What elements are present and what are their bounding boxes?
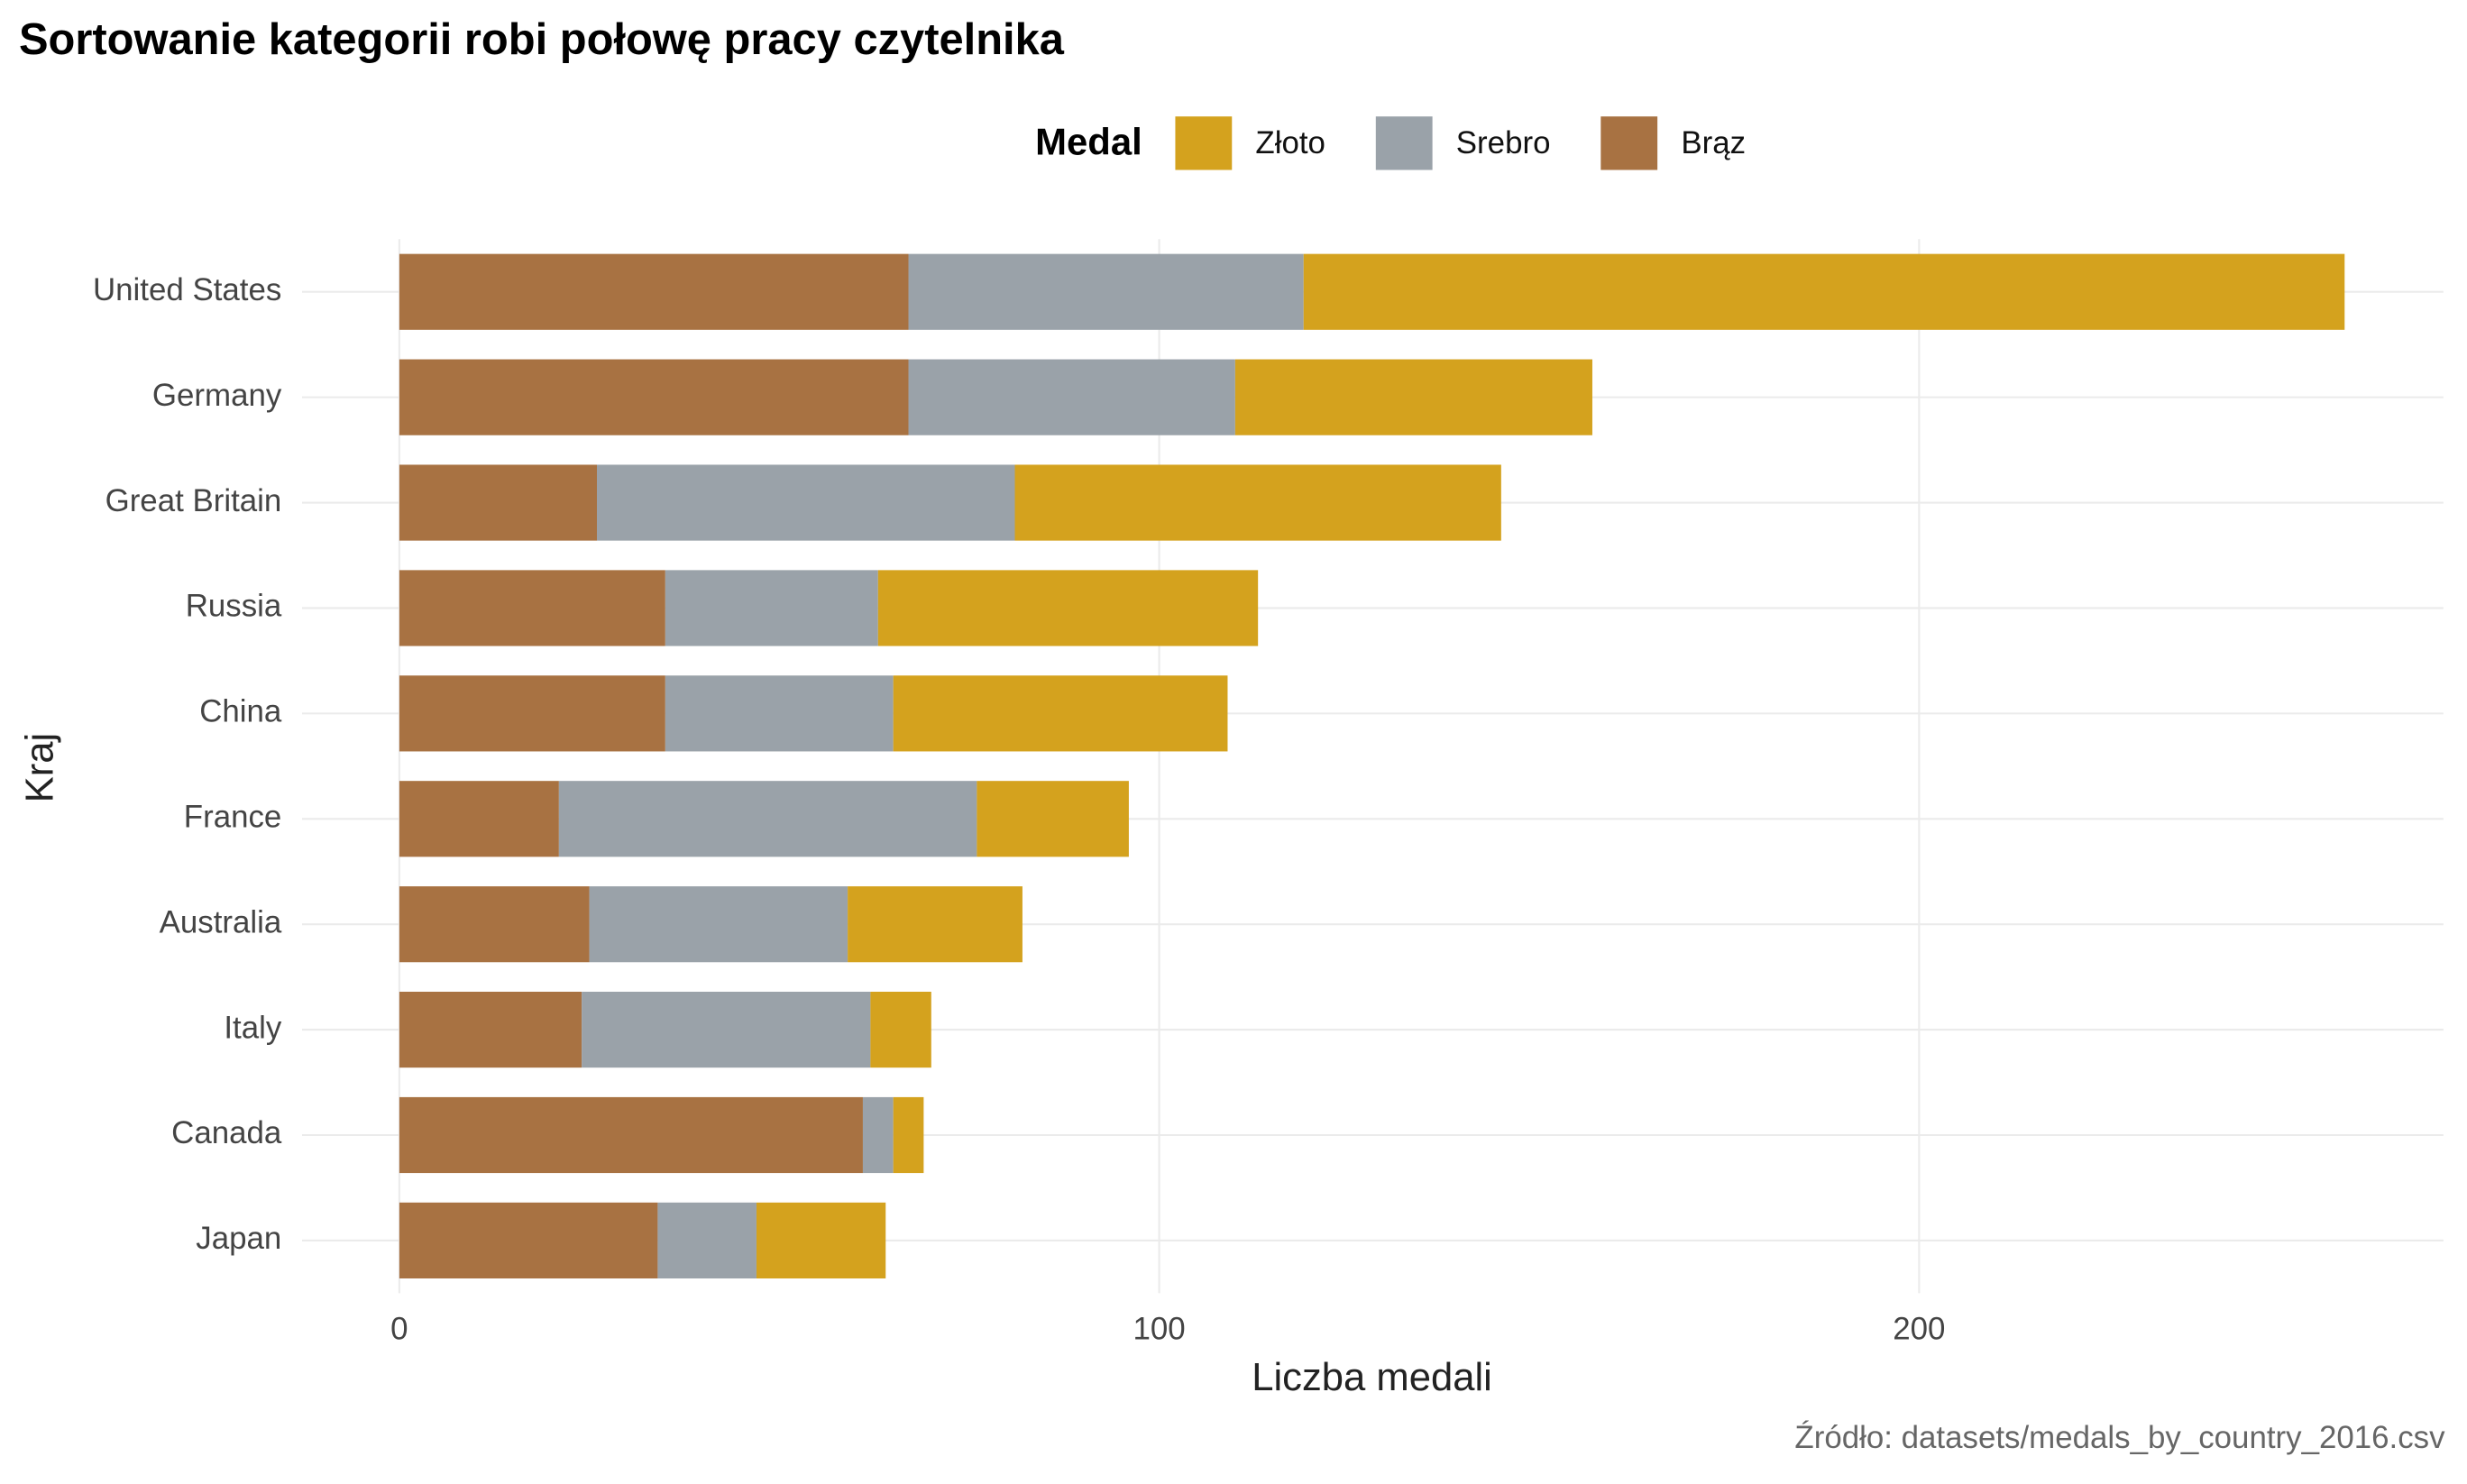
- bar-segment: [399, 1202, 658, 1278]
- legend-swatch: [1175, 116, 1233, 170]
- bar-segment: [977, 781, 1129, 857]
- bar-segment: [1234, 359, 1592, 435]
- bar-segment: [399, 570, 665, 646]
- x-axis-label: Liczba medali: [1252, 1356, 1492, 1399]
- bar-segment: [893, 675, 1228, 752]
- bar-segment: [756, 1202, 886, 1278]
- bar-segment: [399, 464, 597, 541]
- bar-segment: [399, 781, 559, 857]
- y-tick-label: Italy: [224, 1010, 282, 1045]
- bar-segment: [399, 359, 909, 435]
- bar-segment: [908, 359, 1235, 435]
- legend-label: Brąz: [1681, 125, 1746, 160]
- x-tick-label: 100: [1133, 1311, 1186, 1346]
- legend-label: Złoto: [1255, 125, 1325, 160]
- bar-segment: [870, 991, 931, 1068]
- bar-segment: [657, 1202, 757, 1278]
- bar-segment: [558, 781, 977, 857]
- bar-segment: [399, 675, 665, 752]
- x-tick-label: 200: [1893, 1311, 1945, 1346]
- bar-segment: [893, 1096, 924, 1174]
- bar-segment: [596, 464, 1015, 541]
- y-tick-label: Germany: [152, 378, 282, 413]
- bar-segment: [399, 1096, 863, 1174]
- bar-segment: [848, 886, 1023, 963]
- y-tick-label: Australia: [160, 904, 282, 939]
- bar-segment: [1014, 464, 1501, 541]
- y-tick-label: France: [184, 799, 282, 834]
- bar-segment: [399, 253, 909, 330]
- y-tick-label: Japan: [196, 1221, 281, 1256]
- bar-segment: [665, 570, 878, 646]
- bar-segment: [665, 675, 894, 752]
- bar-segment: [399, 991, 582, 1068]
- legend-label: Srebro: [1456, 125, 1551, 160]
- y-tick-label: Great Britain: [105, 483, 282, 518]
- y-tick-label: Canada: [171, 1115, 282, 1150]
- legend-swatch: [1375, 116, 1433, 170]
- bar-segment: [399, 886, 590, 963]
- caption: Źródło: datasets/medals_by_country_2016.…: [1794, 1420, 2445, 1455]
- y-tick-label: China: [199, 694, 282, 729]
- chart-title: Sortowanie kategorii robi połowę pracy c…: [19, 15, 1065, 64]
- bar-segment: [908, 253, 1304, 330]
- y-axis-label: Kraj: [19, 733, 62, 803]
- y-tick-label: United States: [93, 272, 281, 307]
- bar-segment: [877, 570, 1259, 646]
- legend-title: Medal: [1035, 121, 1142, 163]
- bar-segment: [589, 886, 848, 963]
- y-tick-label: Russia: [186, 589, 282, 624]
- x-tick-label: 0: [390, 1311, 408, 1346]
- bar-segment: [582, 991, 871, 1068]
- bar-segment: [1303, 253, 2345, 330]
- bar-segment: [862, 1096, 894, 1174]
- legend-swatch: [1600, 116, 1658, 170]
